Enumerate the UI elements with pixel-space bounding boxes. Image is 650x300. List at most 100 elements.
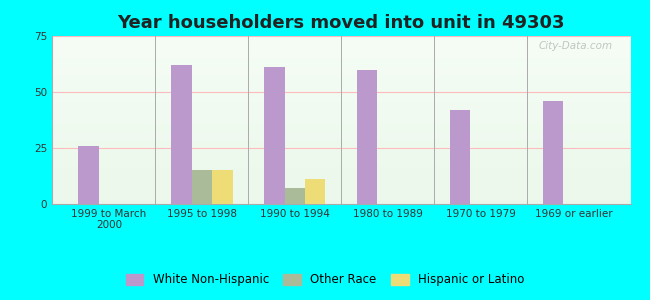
Bar [52,44,630,46]
Bar [52,108,630,110]
Bar [52,150,630,152]
Bar [52,184,630,185]
Bar [52,123,630,125]
Bar [52,105,630,106]
Bar [52,55,630,56]
Bar [52,160,630,162]
Bar [543,101,564,204]
Bar [52,39,630,41]
Bar [52,128,630,130]
Bar [52,182,630,184]
Bar [52,98,630,100]
Bar [52,170,630,172]
Bar [52,80,630,81]
Bar [52,81,630,83]
Bar [52,61,630,63]
Bar [52,192,630,194]
Bar [52,71,630,73]
Bar [52,97,630,98]
Bar [52,143,630,145]
Title: Year householders moved into unit in 49303: Year householders moved into unit in 493… [118,14,565,32]
Bar [78,146,99,204]
Bar [52,120,630,122]
Bar [52,73,630,75]
Bar [52,135,630,137]
Bar [52,106,630,108]
Bar [52,197,630,199]
Bar [52,50,630,51]
Bar [52,95,630,97]
Bar [52,189,630,190]
Bar [52,100,630,101]
Bar [52,172,630,174]
Bar [52,154,630,155]
Bar [52,152,630,154]
Bar [52,85,630,86]
Bar [52,75,630,76]
Bar [52,41,630,43]
Bar [52,59,630,61]
Bar [52,174,630,176]
Legend: White Non-Hispanic, Other Race, Hispanic or Latino: White Non-Hispanic, Other Race, Hispanic… [121,269,529,291]
Bar [52,93,630,95]
Bar [52,185,630,187]
Bar [52,122,630,123]
Bar [52,196,630,197]
Bar [52,112,630,113]
Bar [52,127,630,128]
Bar [52,43,630,44]
Bar [264,68,285,204]
Bar [171,65,192,204]
Bar [52,117,630,118]
Bar [52,181,630,182]
Bar [52,145,630,147]
Bar [357,70,378,204]
Bar [52,148,630,150]
Bar [52,66,630,68]
Bar [52,199,630,201]
Bar [52,137,630,139]
Bar [52,187,630,189]
Bar [52,201,630,202]
Bar [52,177,630,179]
Bar [52,58,630,59]
Bar [52,157,630,159]
Bar [52,167,630,169]
Bar [52,179,630,181]
Bar [52,46,630,48]
Bar [52,36,630,38]
Bar [52,147,630,148]
Bar [52,92,630,93]
Bar [52,176,630,177]
Bar [52,130,630,132]
Bar [52,118,630,120]
Bar [52,53,630,55]
Bar [52,159,630,160]
Bar [52,165,630,167]
Bar [52,132,630,134]
Bar [52,139,630,140]
Bar [52,115,630,117]
Bar [52,51,630,53]
Bar [52,64,630,66]
Bar [52,110,630,112]
Bar [192,170,212,204]
Bar [52,202,630,204]
Bar [52,134,630,135]
Bar [52,76,630,78]
Bar [52,190,630,192]
Bar [305,179,326,204]
Bar [52,83,630,85]
Bar [52,70,630,71]
Bar [52,113,630,115]
Bar [52,48,630,50]
Bar [52,140,630,142]
Bar [52,68,630,70]
Bar [52,169,630,170]
Bar [52,164,630,165]
Bar [212,170,233,204]
Bar [52,155,630,157]
Bar [52,86,630,88]
Bar [52,56,630,58]
Bar [52,90,630,92]
